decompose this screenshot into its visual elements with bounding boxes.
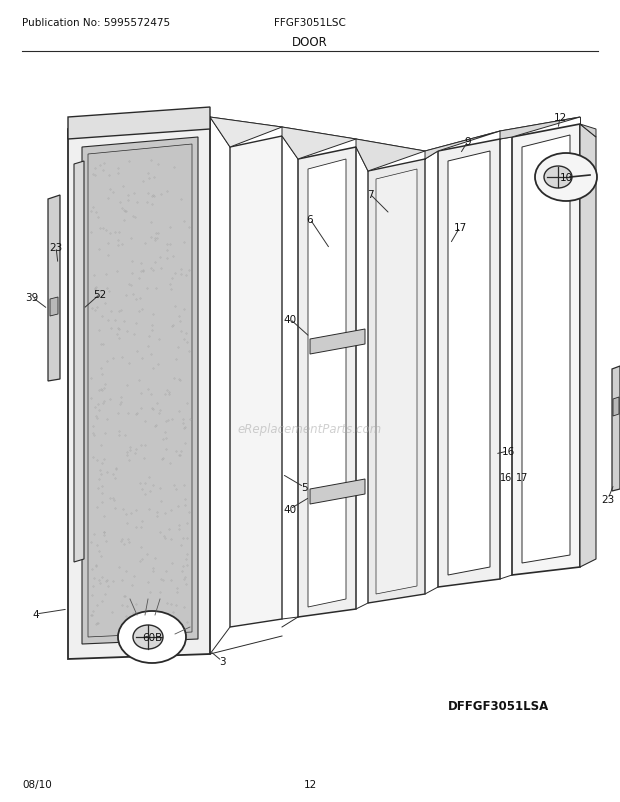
- Text: 23: 23: [601, 494, 614, 504]
- Polygon shape: [50, 298, 58, 317]
- Polygon shape: [448, 152, 490, 575]
- Polygon shape: [356, 140, 425, 172]
- Polygon shape: [612, 367, 620, 492]
- Polygon shape: [310, 480, 365, 504]
- Ellipse shape: [133, 626, 163, 649]
- Text: 60B: 60B: [142, 632, 162, 642]
- Polygon shape: [282, 128, 356, 160]
- Text: FFGF3051LSC: FFGF3051LSC: [274, 18, 346, 28]
- Text: 52: 52: [94, 290, 107, 300]
- Polygon shape: [512, 125, 580, 575]
- Text: eReplacementParts.com: eReplacementParts.com: [238, 423, 382, 436]
- Polygon shape: [580, 125, 596, 567]
- Text: 9: 9: [464, 137, 471, 147]
- Ellipse shape: [118, 611, 186, 663]
- Text: 12: 12: [303, 779, 317, 789]
- Ellipse shape: [544, 167, 572, 188]
- Polygon shape: [68, 118, 210, 659]
- Polygon shape: [74, 162, 84, 562]
- Text: 39: 39: [25, 293, 38, 302]
- Polygon shape: [308, 160, 346, 607]
- Polygon shape: [613, 398, 619, 416]
- Polygon shape: [438, 140, 500, 587]
- Text: 08/10: 08/10: [22, 779, 51, 789]
- Text: 3: 3: [219, 656, 225, 666]
- Polygon shape: [48, 196, 60, 382]
- Ellipse shape: [535, 154, 597, 202]
- Text: Publication No: 5995572475: Publication No: 5995572475: [22, 18, 170, 28]
- Text: 40: 40: [283, 504, 296, 514]
- Text: 12: 12: [554, 113, 567, 123]
- Text: 6: 6: [307, 215, 313, 225]
- Polygon shape: [230, 137, 282, 627]
- Polygon shape: [376, 170, 417, 594]
- Polygon shape: [310, 330, 365, 354]
- Polygon shape: [210, 118, 282, 148]
- Polygon shape: [500, 118, 580, 140]
- Polygon shape: [88, 145, 192, 638]
- Text: 4: 4: [33, 610, 39, 619]
- Polygon shape: [425, 132, 500, 160]
- Polygon shape: [68, 107, 210, 140]
- Text: 10: 10: [559, 172, 572, 183]
- Polygon shape: [522, 136, 570, 563]
- Text: 7: 7: [366, 190, 373, 200]
- Polygon shape: [580, 125, 596, 138]
- Polygon shape: [368, 160, 425, 603]
- Text: DOOR: DOOR: [292, 36, 328, 49]
- Text: 16: 16: [502, 447, 515, 456]
- Text: 16: 16: [500, 472, 512, 482]
- Polygon shape: [82, 138, 198, 644]
- Text: 23: 23: [50, 243, 63, 253]
- Text: 40: 40: [283, 314, 296, 325]
- Polygon shape: [298, 148, 356, 618]
- Text: DFFGF3051LSA: DFFGF3051LSA: [448, 699, 549, 712]
- Text: 17: 17: [453, 223, 467, 233]
- Text: 17: 17: [516, 472, 528, 482]
- Text: 5: 5: [301, 482, 308, 492]
